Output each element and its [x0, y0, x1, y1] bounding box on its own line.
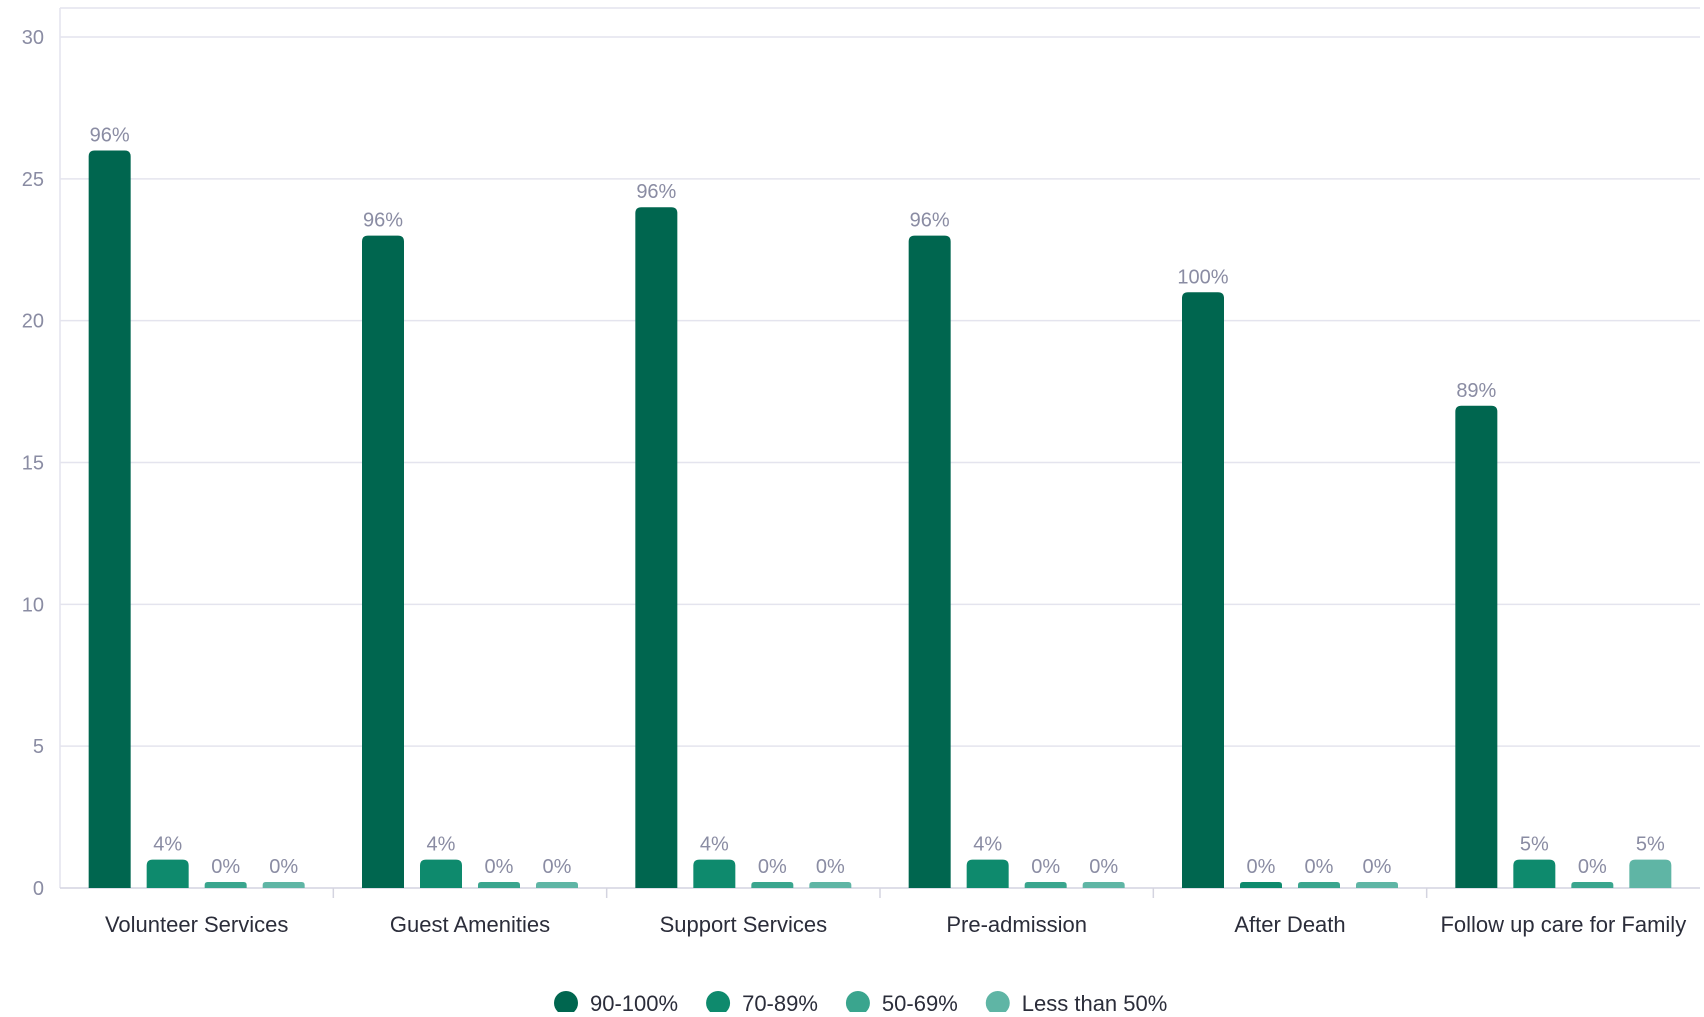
legend-marker [706, 991, 731, 1015]
legend-marker [845, 991, 870, 1015]
bar[interactable] [204, 882, 247, 888]
bar[interactable] [751, 882, 794, 888]
bar[interactable] [966, 859, 1009, 888]
bar[interactable] [1571, 882, 1614, 888]
bar[interactable] [420, 859, 462, 888]
x-category-label: Guest Amenities [390, 912, 550, 937]
bar[interactable] [1455, 405, 1498, 888]
y-tick-label: 30 [22, 27, 44, 49]
legend-marker [985, 991, 1010, 1015]
data-labels: 96% 4% 0% 0% 96% 4% 0% 0% 96% 4% 0% 0% 96% 4% 0% 0% 100%… [90, 124, 1665, 878]
data-label: 0% [758, 856, 787, 878]
data-label: 0% [1578, 856, 1607, 878]
legend-label: 90-100% [590, 991, 678, 1012]
data-label: 89% [1456, 380, 1496, 402]
bar[interactable] [1182, 292, 1224, 888]
data-label: 96% [90, 124, 130, 146]
y-tick-label: 15 [22, 453, 44, 475]
y-tick-label: 25 [22, 169, 44, 191]
y-axis: 0 5 10 15 20 25 30 [22, 27, 44, 900]
x-axis: Volunteer Services Guest Amenities Support… [105, 888, 1686, 937]
bar[interactable] [1356, 882, 1398, 888]
data-label: 0% [1363, 856, 1392, 878]
bar[interactable] [262, 882, 305, 888]
bar[interactable] [1629, 859, 1672, 888]
x-category-label: Pre-admission [946, 912, 1087, 937]
data-label: 0% [1247, 856, 1276, 878]
data-label: 4% [153, 834, 182, 856]
legend-label: Less than 50% [1022, 991, 1168, 1012]
legend-item[interactable]: 70-89% [706, 991, 818, 1016]
bar[interactable] [1024, 882, 1067, 888]
data-label: 0% [485, 856, 514, 878]
data-label: 0% [543, 856, 572, 878]
bar[interactable] [478, 882, 520, 888]
bar[interactable] [1298, 882, 1340, 888]
data-label: 96% [363, 210, 403, 232]
data-label: 4% [427, 834, 456, 856]
bar[interactable] [88, 150, 131, 888]
x-category-label: After Death [1234, 912, 1345, 937]
x-category-label: Follow up care for Family [1440, 912, 1686, 937]
bar[interactable] [908, 235, 951, 889]
data-label: 0% [1031, 856, 1060, 878]
data-label: 100% [1177, 266, 1228, 288]
bar[interactable] [693, 859, 736, 888]
data-label: 0% [816, 856, 845, 878]
data-label: 0% [1089, 856, 1118, 878]
y-tick-label: 10 [22, 594, 44, 616]
bar[interactable] [146, 859, 189, 888]
data-label: 0% [1305, 856, 1334, 878]
legend-item[interactable]: 50-69% [845, 991, 958, 1016]
data-label: 4% [700, 834, 729, 856]
x-category-label: Support Services [660, 912, 828, 937]
data-label: 96% [636, 181, 676, 203]
y-tick-label: 5 [33, 736, 44, 758]
data-label: 96% [910, 210, 950, 232]
bar[interactable] [1240, 882, 1282, 888]
data-label: 5% [1520, 834, 1549, 856]
legend-item[interactable]: Less than 50% [985, 991, 1168, 1016]
bar[interactable] [536, 882, 578, 888]
legend-label: 70-89% [742, 991, 818, 1012]
legend-item[interactable]: 90-100% [554, 991, 678, 1016]
y-tick-label: 20 [22, 311, 44, 333]
bars [88, 150, 1672, 889]
bar[interactable] [1082, 882, 1125, 888]
bar[interactable] [362, 235, 404, 889]
data-label: 5% [1636, 834, 1665, 856]
legend: 90-100% 70-89% 50-69% Less than 50% [554, 991, 1168, 1016]
y-tick-label: 0 [33, 878, 44, 900]
legend-marker [554, 991, 578, 1015]
data-label: 0% [269, 856, 298, 878]
data-label: 0% [211, 856, 240, 878]
bar[interactable] [635, 207, 678, 888]
grid [59, 7, 1700, 889]
bar[interactable] [1513, 859, 1556, 888]
bar[interactable] [809, 882, 852, 888]
x-category-label: Volunteer Services [105, 912, 288, 937]
legend-label: 50-69% [882, 991, 958, 1012]
data-label: 4% [973, 834, 1002, 856]
